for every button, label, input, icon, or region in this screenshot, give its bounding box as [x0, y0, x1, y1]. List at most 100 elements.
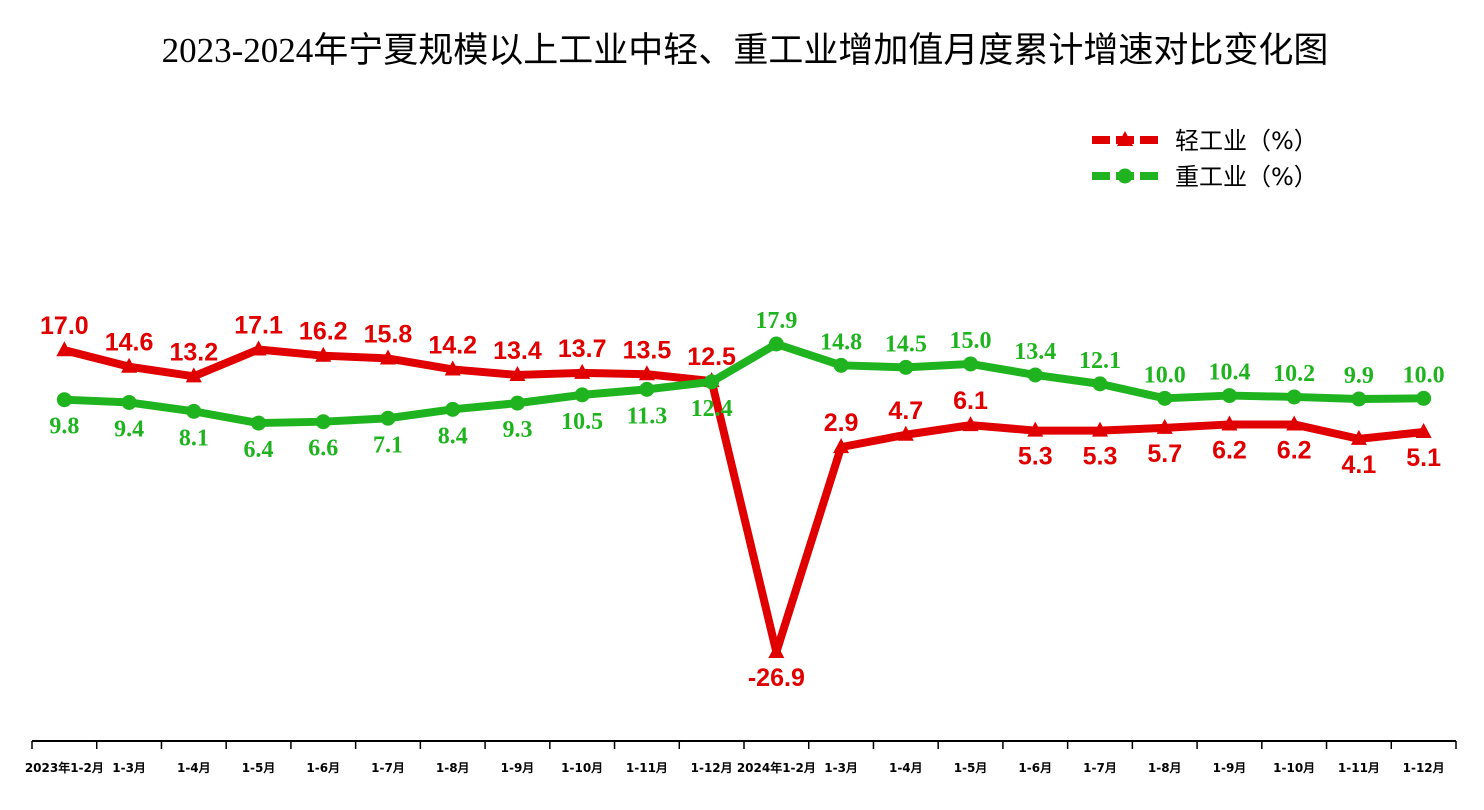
value-label: 12.5 — [687, 343, 736, 371]
point-marker — [250, 340, 267, 356]
x-tick-label: 1-3月 — [824, 761, 858, 775]
point-marker — [574, 363, 591, 379]
value-label: 12.4 — [691, 396, 733, 422]
value-label: 10.0 — [1403, 362, 1445, 388]
value-label: 6.4 — [244, 437, 274, 463]
x-tick-label: 1-5月 — [242, 761, 276, 775]
point-marker — [121, 357, 138, 373]
value-label: 9.9 — [1344, 363, 1374, 389]
point-marker — [1350, 429, 1367, 445]
point-marker — [251, 415, 267, 431]
point-marker — [898, 359, 914, 375]
point-marker — [121, 394, 137, 410]
point-marker — [1027, 367, 1043, 383]
value-label: 15.0 — [950, 328, 992, 354]
x-tick-label: 2024年1-2月 — [737, 760, 816, 775]
point-marker — [380, 349, 396, 365]
point-marker — [639, 381, 655, 397]
value-label: 6.2 — [1212, 436, 1247, 464]
point-marker — [1351, 391, 1367, 407]
value-label: 17.0 — [40, 312, 89, 340]
value-label: 14.2 — [428, 331, 477, 359]
value-label: 12.1 — [1079, 348, 1121, 374]
value-label: 4.1 — [1342, 451, 1377, 479]
value-label: 10.2 — [1273, 361, 1315, 387]
x-tick-label: 1-12月 — [691, 761, 733, 775]
point-marker — [56, 341, 73, 357]
value-label: 5.3 — [1083, 443, 1118, 471]
point-marker — [638, 365, 655, 381]
value-label: 13.7 — [558, 335, 607, 363]
point-marker — [1221, 388, 1237, 404]
value-label: 5.1 — [1406, 444, 1441, 472]
point-marker — [1092, 421, 1108, 437]
x-tick-label: 1-11月 — [1338, 761, 1380, 775]
point-marker — [1415, 423, 1432, 438]
point-marker — [315, 414, 331, 430]
value-label: 13.4 — [1014, 339, 1056, 365]
x-tick-label: 1-8月 — [436, 761, 470, 775]
value-label: 10.0 — [1144, 362, 1186, 388]
x-tick-label: 1-7月 — [1083, 761, 1117, 775]
point-marker — [704, 374, 720, 390]
value-label: 14.6 — [105, 329, 154, 357]
value-label: 15.8 — [364, 320, 413, 348]
x-tick-label: 1-9月 — [501, 761, 535, 775]
point-marker — [574, 387, 590, 403]
value-label: 5.7 — [1147, 440, 1182, 468]
legend-marker — [1117, 131, 1133, 146]
x-tick-label: 1-5月 — [954, 761, 988, 775]
point-marker — [962, 416, 979, 432]
point-marker — [1286, 389, 1302, 405]
x-tick-label: 1-10月 — [561, 761, 603, 775]
point-marker — [509, 395, 525, 411]
point-marker — [1156, 418, 1173, 434]
point-marker — [833, 357, 849, 373]
value-label: 9.4 — [114, 416, 144, 442]
value-label: 11.3 — [627, 403, 668, 429]
x-tick-label: 1-4月 — [177, 761, 211, 775]
value-label: 2.9 — [824, 409, 859, 437]
value-label: 4.7 — [888, 397, 923, 425]
x-tick-label: 1-3月 — [112, 761, 146, 775]
x-tick-label: 1-9月 — [1213, 761, 1247, 775]
value-label: 17.9 — [755, 308, 797, 334]
value-label: 9.3 — [502, 417, 532, 443]
point-marker — [185, 367, 202, 383]
legend-marker — [1117, 168, 1133, 184]
chart-title: 2023-2024年宁夏规模以上工业中轻、重工业增加值月度累计增速对比变化图 — [162, 31, 1329, 70]
value-label: -26.9 — [748, 664, 805, 692]
point-marker — [315, 346, 332, 362]
x-tick-label: 1-10月 — [1273, 761, 1315, 775]
point-marker — [768, 643, 785, 658]
point-marker — [186, 403, 202, 419]
point-marker — [1027, 421, 1044, 437]
point-marker — [509, 365, 526, 381]
point-marker — [833, 438, 850, 454]
value-label: 13.2 — [169, 338, 218, 366]
x-tick-label: 1-6月 — [306, 761, 340, 775]
legend-label: 重工业（%） — [1175, 163, 1318, 191]
point-marker — [445, 401, 461, 417]
value-label: 9.8 — [49, 414, 79, 440]
x-tick-label: 2023年1-2月 — [25, 760, 104, 775]
x-tick-label: 1-11月 — [626, 761, 668, 775]
point-marker — [1416, 390, 1432, 406]
legend-label: 轻工业（%） — [1175, 127, 1318, 155]
point-marker — [1286, 415, 1303, 431]
value-label: 13.5 — [623, 336, 672, 364]
series-line — [63, 345, 1425, 656]
value-label: 8.4 — [438, 423, 468, 449]
value-label: 6.6 — [308, 436, 338, 462]
value-label: 6.2 — [1277, 436, 1312, 464]
x-tick-label: 1-7月 — [371, 761, 405, 775]
value-label: 17.1 — [234, 312, 283, 340]
point-marker — [444, 360, 461, 376]
point-marker — [56, 392, 72, 408]
point-marker — [1092, 376, 1108, 392]
value-label: 10.4 — [1208, 360, 1250, 386]
point-marker — [380, 410, 396, 426]
x-tick-label: 1-4月 — [889, 761, 923, 775]
point-marker — [897, 425, 914, 441]
